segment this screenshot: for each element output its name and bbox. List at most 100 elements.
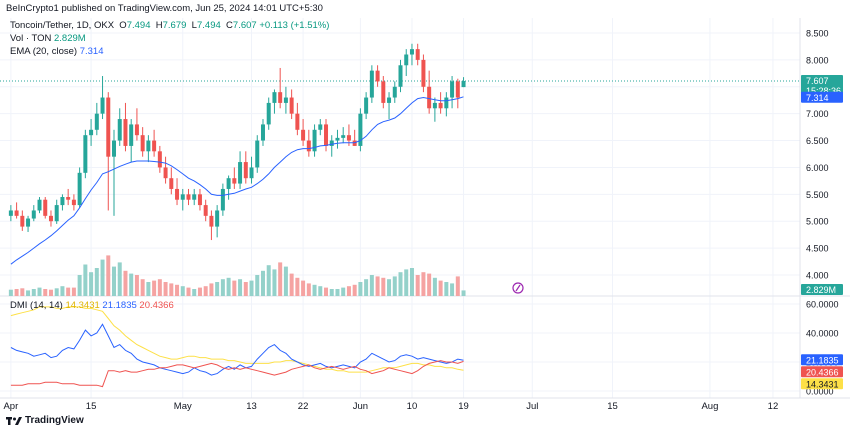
price-tick-label: 8.000 [806, 55, 829, 65]
dmi-minus-badge-text: 20.4366 [806, 367, 839, 377]
candle [238, 151, 243, 189]
dmi-plus-badge-bg [801, 354, 843, 366]
tradingview-logo[interactable]: TradingView [6, 415, 84, 426]
candle-body [117, 119, 122, 141]
volume-bar [26, 290, 31, 296]
candle [140, 127, 145, 157]
candle-body [163, 167, 168, 179]
volume-bar [197, 287, 202, 296]
candle-body [43, 199, 48, 216]
candle [381, 76, 386, 109]
volume-bar [157, 279, 162, 296]
candle [89, 119, 94, 146]
candle [232, 167, 237, 189]
volume-badge-text: 2.829M [806, 285, 836, 295]
candle-body [255, 140, 260, 168]
time-tick-label: 13 [246, 401, 257, 412]
volume-bar [283, 266, 288, 296]
dmi-plus-line [10, 323, 464, 376]
publisher-text: BeInCrypto1 published on TradingView.com… [6, 3, 323, 14]
legend-open: 7.494 [126, 20, 151, 31]
candle-body [157, 151, 162, 168]
candle [14, 202, 19, 219]
candle [427, 70, 432, 114]
candle [197, 188, 202, 211]
candle-body [192, 194, 197, 200]
volume-bar [432, 277, 437, 296]
volume-bar [77, 275, 82, 296]
candle-body [146, 140, 151, 152]
volume-bar [123, 270, 128, 296]
volume-bar [20, 288, 25, 296]
dmi-minus-value: 20.4366 [139, 300, 174, 311]
volume-bar [438, 280, 443, 296]
ema-line [10, 96, 464, 265]
candle-body [283, 97, 288, 103]
candle-body [175, 188, 180, 200]
volume-bar [346, 286, 351, 296]
time-tick-label: 15 [607, 401, 618, 412]
candle-body [358, 113, 363, 146]
volume-bar [152, 280, 157, 296]
candle [180, 188, 185, 211]
candle-body [289, 97, 294, 114]
candle-body [295, 113, 300, 130]
candle-body [197, 194, 202, 206]
volume-bar [31, 289, 36, 296]
candle-body [243, 162, 248, 179]
candle-body [220, 188, 225, 211]
volume-bar [272, 269, 277, 296]
time-tick-label: 10 [407, 401, 418, 412]
event-marker-glyph [515, 284, 521, 292]
volume-bar [266, 265, 271, 296]
candle-body [364, 97, 369, 114]
volume-bar [186, 287, 191, 296]
candle [163, 156, 168, 184]
ema-badge: 7.314 [801, 91, 843, 103]
volume-bar [232, 280, 237, 296]
candle [117, 108, 122, 146]
candle-body [60, 197, 65, 206]
volume-bar [312, 284, 317, 296]
candle [209, 210, 214, 241]
volume-bar [215, 282, 220, 296]
candle-body [392, 86, 397, 98]
legend-main: Toncoin/Tether, 1D, OKX O7.494 H7.679 L7… [10, 20, 330, 31]
candle-body [20, 215, 25, 227]
volume-bar [306, 283, 311, 296]
candle [329, 135, 334, 157]
volume-bar [163, 282, 168, 296]
candle-body [324, 124, 329, 146]
dmi-minus-badge-bg [801, 366, 843, 378]
dmi-minus-line [10, 360, 464, 388]
candle [392, 81, 397, 103]
price-tick-label: 5.000 [806, 217, 829, 227]
candle [152, 129, 157, 157]
volume-bar [175, 284, 180, 296]
volume-badge-bg [801, 284, 843, 295]
candle [249, 156, 254, 184]
legend-change: +0.113 (+1.51%) [259, 20, 330, 31]
candle [352, 129, 357, 146]
candle-body [375, 70, 380, 82]
time-tick-label: Aug [701, 401, 718, 412]
candle-body [77, 172, 82, 206]
candle [283, 86, 288, 114]
candle-body [335, 137, 340, 141]
tradingview-brand: TradingView [25, 415, 84, 426]
ema-value: 7.314 [79, 46, 104, 57]
dmi-label: DMI (14, 14) [10, 300, 63, 311]
volume-badge: 2.829M [801, 284, 843, 295]
candle-body [140, 135, 145, 152]
candle [369, 65, 374, 103]
dmi-minus-badge: 20.4366 [801, 366, 843, 378]
candle [226, 175, 231, 200]
volume-bar [381, 277, 386, 296]
price-tick-label: 7.000 [806, 109, 829, 119]
legend-high: 7.679 [162, 20, 187, 31]
volume-bar [140, 279, 145, 296]
volume-bar [329, 289, 334, 296]
candle [358, 108, 363, 152]
candle-body [444, 97, 449, 109]
